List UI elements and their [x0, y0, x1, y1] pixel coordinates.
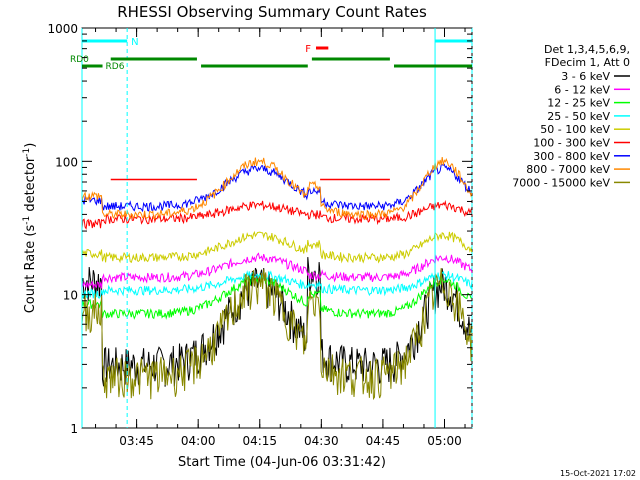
night-label: N: [131, 37, 138, 48]
legend-header-line-2: FDecim 1, Att 0: [545, 56, 630, 69]
y-label-part-1: Count Rate (s: [23, 225, 38, 314]
y-tick-label: 1: [70, 422, 78, 436]
legend-entry-label: 25 - 50 keV: [547, 110, 610, 123]
legend-entry-label: 3 - 6 keV: [561, 70, 610, 83]
y-label-part-3: ): [23, 143, 38, 148]
series-line: [81, 199, 473, 230]
series-line: [81, 252, 473, 289]
series-line: [81, 230, 473, 264]
legend-entry-label: 50 - 100 keV: [540, 123, 610, 136]
x-tick-label: 05:00: [427, 434, 462, 448]
y-label-sup-2: -1: [22, 148, 32, 157]
legend-entry-label: 800 - 7000 keV: [526, 163, 610, 176]
chart-title: RHESSI Observing Summary Count Rates: [117, 3, 427, 21]
y-label-part-2: detector: [23, 156, 38, 216]
legend-entry-label: 6 - 12 keV: [554, 83, 610, 96]
series-line: [81, 268, 473, 401]
annotation-layer: N F RD0 RD6: [70, 28, 473, 428]
legend-entry-label: 300 - 800 keV: [533, 150, 610, 163]
legend-header-line-1: Det 1,3,4,5,6,9,: [544, 43, 630, 56]
x-tick-label: 03:45: [119, 434, 154, 448]
series-line: [81, 274, 473, 320]
rd0-label: RD0: [70, 55, 89, 65]
rd6-label: RD6: [106, 62, 125, 72]
series-line: [81, 163, 473, 213]
series-line: [81, 157, 473, 220]
x-tick-label: 04:45: [366, 434, 401, 448]
series-layer: [81, 157, 473, 401]
flare-label: F: [305, 44, 311, 55]
x-tick-label: 04:15: [242, 434, 277, 448]
x-tick-label: 04:00: [181, 434, 216, 448]
footer-date: 15-Oct-2021 17:02: [560, 469, 636, 478]
legend-entry-label: 100 - 300 keV: [533, 137, 610, 150]
y-axis-label: Count Rate (s-1 detector-1): [22, 143, 38, 314]
y-tick-label: 10: [63, 289, 78, 303]
legend-entry-label: 7000 - 15000 keV: [512, 176, 610, 189]
legend-entry-label: 12 - 25 keV: [547, 97, 610, 110]
y-label-sup-1: -1: [22, 216, 32, 225]
y-tick-label: 100: [55, 155, 78, 169]
y-tick-label: 1000: [47, 22, 78, 36]
x-axis-label: Start Time (04-Jun-06 03:31:42): [178, 455, 386, 470]
series-line: [81, 270, 473, 299]
x-tick-label: 04:30: [304, 434, 339, 448]
legend: Det 1,3,4,5,6,9, FDecim 1, Att 0 3 - 6 k…: [512, 43, 630, 189]
x-axis-ticks: 03:45 04:00 04:15 04:30 04:45 05:00: [95, 28, 466, 448]
y-axis-ticks: 1 10 100 1000: [47, 22, 472, 436]
